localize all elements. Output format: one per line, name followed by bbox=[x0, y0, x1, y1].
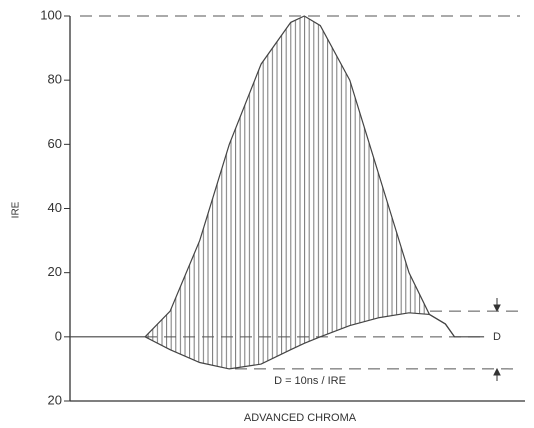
annotation: D bbox=[493, 331, 501, 343]
y-tick-label: 60 bbox=[48, 136, 62, 151]
x-axis-label: ADVANCED CHROMA bbox=[244, 412, 357, 424]
y-tick-label: 20 bbox=[48, 392, 62, 407]
y-tick-label: 0 bbox=[55, 328, 62, 343]
y-tick-label: 40 bbox=[48, 200, 62, 215]
y-axis-label: IRE bbox=[11, 201, 22, 218]
y-tick-label: 20 bbox=[48, 264, 62, 279]
envelope-line bbox=[70, 312, 485, 370]
y-tick-label: 100 bbox=[40, 7, 62, 22]
envelope-line bbox=[144, 15, 455, 338]
y-tick-label: 80 bbox=[48, 72, 62, 87]
annotation: D = 10ns / IRE bbox=[274, 375, 346, 387]
d-arrows bbox=[493, 298, 501, 381]
oscillation-fill bbox=[145, 16, 455, 369]
